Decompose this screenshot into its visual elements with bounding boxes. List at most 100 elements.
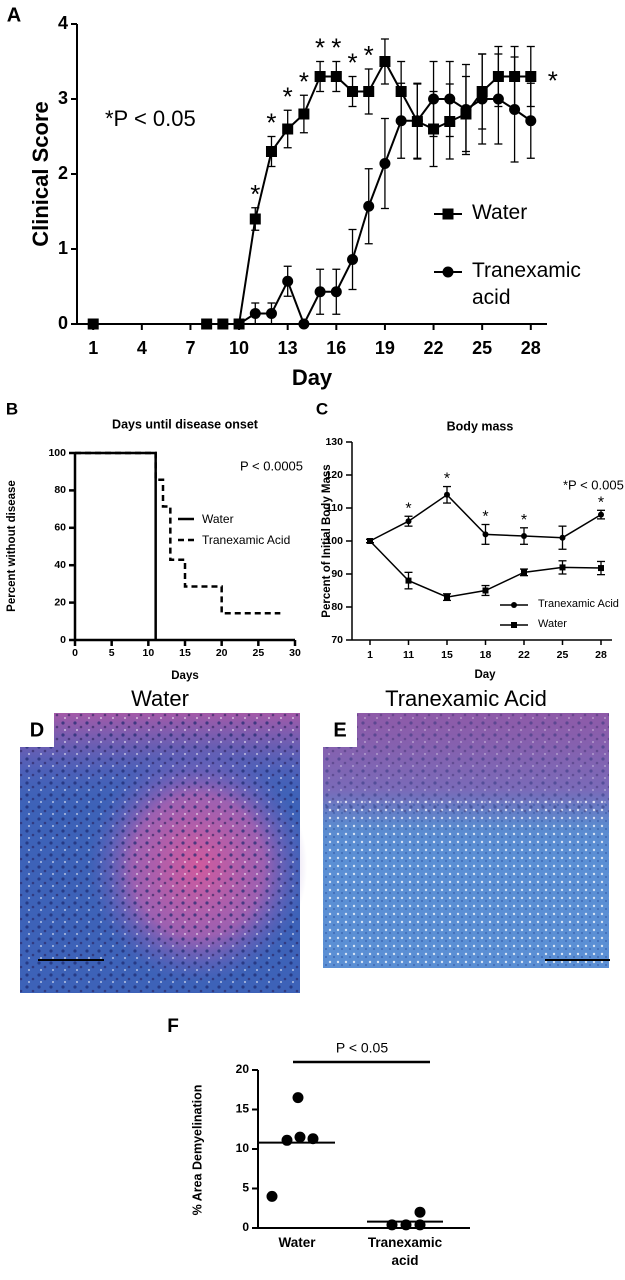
x-tick-label: 25 bbox=[557, 649, 569, 661]
x-axis-label: Days bbox=[171, 670, 199, 682]
x-tick-label: 28 bbox=[521, 338, 541, 358]
y-tick-label: 15 bbox=[236, 1102, 250, 1116]
y-tick-label: 20 bbox=[236, 1062, 250, 1076]
marker bbox=[411, 115, 423, 127]
annotation: P < 0.0005 bbox=[240, 458, 303, 473]
series-line bbox=[75, 451, 281, 615]
legend-label-box: Water bbox=[472, 201, 528, 225]
y-tick-label: 5 bbox=[242, 1181, 249, 1195]
marker bbox=[476, 93, 488, 105]
marker bbox=[444, 594, 450, 601]
legend-label-box: Tranexamic Acid bbox=[202, 533, 290, 547]
marker bbox=[314, 71, 326, 82]
marker bbox=[282, 123, 294, 135]
significance-star: * bbox=[266, 108, 276, 138]
x-tick-label: 20 bbox=[216, 647, 228, 659]
marker bbox=[405, 577, 412, 584]
x-tick-label: 15 bbox=[441, 649, 453, 661]
legend-label-box: Water bbox=[202, 511, 234, 526]
data-point bbox=[307, 1133, 319, 1145]
legend-label: Water bbox=[202, 511, 234, 526]
y-tick-label: 0 bbox=[58, 313, 68, 333]
marker bbox=[559, 564, 566, 571]
image-title: Water bbox=[131, 686, 189, 711]
marker bbox=[598, 565, 604, 572]
marker bbox=[559, 534, 566, 541]
y-tick-label: 90 bbox=[331, 568, 343, 580]
x-tick-label: Water bbox=[278, 1235, 316, 1250]
x-tick-label: 10 bbox=[142, 647, 154, 659]
x-tick-label: 25 bbox=[252, 647, 264, 659]
marker bbox=[521, 533, 527, 540]
x-tick-label: 1 bbox=[367, 649, 373, 661]
significance-star: * bbox=[283, 81, 293, 111]
panel-label-box bbox=[323, 713, 357, 747]
x-axis-label: Day bbox=[292, 365, 333, 390]
marker bbox=[87, 318, 99, 330]
marker bbox=[265, 146, 277, 157]
annotation: P < 0.05 bbox=[336, 1040, 389, 1056]
y-tick-label: 1 bbox=[58, 238, 68, 258]
x-tick-label: 22 bbox=[424, 338, 444, 358]
panel-label: D bbox=[30, 719, 44, 741]
cells bbox=[20, 713, 300, 993]
legend-label-box: Water bbox=[538, 618, 567, 630]
marker bbox=[201, 318, 213, 330]
y-tick-label: 4 bbox=[58, 13, 68, 33]
x-tick-label: 4 bbox=[137, 338, 147, 358]
image-title: Tranexamic Acid bbox=[385, 686, 547, 711]
x-tick-label-box: Tranexamic acid bbox=[368, 1235, 442, 1268]
legend-label: Water bbox=[472, 201, 528, 225]
marker bbox=[444, 491, 450, 498]
marker bbox=[525, 115, 537, 127]
marker bbox=[217, 318, 229, 330]
significance-star: * bbox=[521, 512, 527, 529]
x-tick-label: 25 bbox=[472, 338, 492, 358]
marker bbox=[265, 308, 277, 319]
x-tick-label: 15 bbox=[179, 647, 191, 659]
marker bbox=[442, 266, 454, 278]
panel-label: E bbox=[333, 719, 346, 741]
marker bbox=[598, 511, 604, 518]
chart-title: Days until disease onset bbox=[112, 417, 259, 431]
x-tick-label: 19 bbox=[375, 338, 395, 358]
marker bbox=[442, 208, 454, 220]
significance-star: * bbox=[347, 48, 357, 78]
x-tick-label: 11 bbox=[403, 649, 414, 661]
marker bbox=[249, 213, 261, 225]
data-point bbox=[414, 1206, 426, 1218]
y-tick-label: 60 bbox=[54, 522, 66, 534]
legend-label-box: Tranexamic acid bbox=[472, 259, 581, 309]
marker bbox=[379, 56, 391, 67]
marker bbox=[233, 318, 245, 330]
significance-star: * bbox=[364, 40, 374, 70]
panel-label: B bbox=[6, 399, 18, 418]
y-tick-label: 2 bbox=[58, 163, 68, 183]
marker bbox=[482, 531, 489, 538]
marker bbox=[298, 318, 310, 330]
y-axis-label: % Area Demyelination bbox=[190, 1085, 204, 1216]
marker bbox=[511, 622, 517, 628]
marker bbox=[521, 569, 527, 576]
marker bbox=[460, 104, 472, 115]
marker bbox=[444, 93, 456, 105]
marker bbox=[363, 86, 375, 97]
significance-star: * bbox=[331, 33, 341, 63]
micrograph-water bbox=[20, 713, 315, 1000]
x-tick-label-box: Water bbox=[278, 1235, 316, 1250]
x-tick-label: 10 bbox=[229, 338, 249, 358]
x-tick-label: 7 bbox=[185, 338, 195, 358]
y-tick-label: 80 bbox=[54, 484, 66, 496]
y-tick-label: 0 bbox=[242, 1220, 249, 1234]
marker bbox=[482, 587, 489, 594]
panel-label: C bbox=[316, 399, 328, 418]
marker bbox=[347, 86, 359, 97]
significance-star: * bbox=[299, 66, 309, 96]
marker bbox=[363, 200, 375, 212]
significance-star: * bbox=[548, 65, 558, 95]
y-axis-label: Percent of Initial Body Mass bbox=[321, 464, 333, 617]
legend-label: Tranexamic Acid bbox=[538, 598, 619, 611]
marker bbox=[367, 538, 373, 544]
y-tick-label: 0 bbox=[60, 634, 66, 646]
